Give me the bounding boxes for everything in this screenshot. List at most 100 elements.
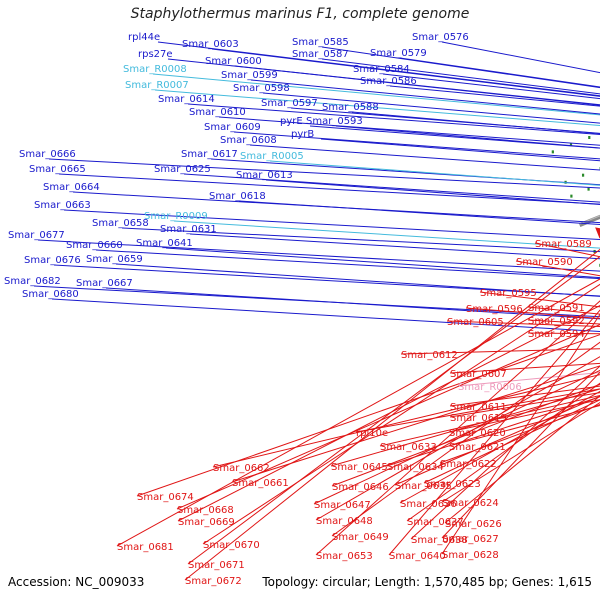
reverse-leader-line [410,365,600,540]
forward-gene-label: Smar_0631 [160,224,217,235]
forward-leader-line [95,249,600,280]
forward-gene-label: rps27e [138,49,173,60]
reverse-gene-label: Smar_0605 [447,317,504,328]
reverse-gene-glyph [595,227,600,239]
map-title: Staphylothermus marinus F1, complete gen… [130,6,470,22]
ring-dot [587,187,590,191]
forward-gene-label: Smar_0609 [204,122,261,133]
gene-labels: Smar_0576 Smar_0585 Smar_0579 Smar_0587 Smar… [4,32,592,587]
ring-dot [569,142,573,146]
forward-leader-line [210,158,600,186]
reverse-gene-label: Smar_0674 [137,492,194,503]
reverse-gene-label: Smar_0648 [316,516,373,527]
reverse-gene-label: Smar_0626 [445,519,502,530]
reverse-gene-label: Smar_0649 [332,532,389,543]
reverse-gene-label: Smar_0592 [528,316,585,327]
reverse-gene-label: Smar_0670 [203,540,260,551]
reverse-gene-label: Smar_0646 [332,482,389,493]
reverse-leader-line [394,395,600,486]
forward-leader-line [72,191,600,224]
ring-dot [581,173,585,177]
reverse-leader-line [187,255,600,565]
forward-leader-line [173,220,600,249]
forward-leader-line [105,287,600,320]
forward-gene-label: rpl44e [128,32,160,43]
forward-leader-line [335,125,600,149]
forward-gene-label: Smar_0613 [236,170,293,181]
forward-leader-line [238,200,600,225]
reverse-leader-line [313,369,600,505]
reverse-gene-label: Smar_0595 [480,288,537,299]
reverse-gene-label: Smar_0633 [380,442,437,453]
forward-leader-line [265,179,600,205]
forward-gene-label: Smar_R0009 [144,211,208,222]
forward-leader-line [48,158,600,189]
reverse-gene-label: Smar_0619 [450,413,507,424]
forward-gene-label: Smar_0579 [370,48,427,59]
forward-gene-label: Smar_0586 [360,76,417,87]
forward-gene-label: Smar_R0005 [240,151,304,162]
reverse-gene-label: Smar_0634 [387,462,444,473]
feature-tracks [551,136,600,267]
reverse-gene-label: Smar_0611 [450,402,507,413]
reverse-gene-label: rpl10e [356,428,388,439]
forward-leader-line [399,57,600,88]
forward-gene-label: Smar_0677 [8,230,65,241]
reverse-leader-line [449,392,600,418]
forward-leader-line [165,247,600,279]
reverse-gene-label: Smar_0591 [528,303,585,314]
reverse-leader-line [202,283,600,545]
reverse-gene-label: Smar_0623 [424,479,481,490]
reverse-gene-label: Smar_0645 [331,462,388,473]
forward-leader-line [389,85,600,107]
forward-gene-label: pyrB [291,129,314,140]
forward-leader-line [211,48,600,97]
forward-leader-line [189,233,600,260]
forward-gene-label: Smar_0593 [306,116,363,127]
reverse-gene-label: Smar_0647 [314,500,371,511]
forward-gene-label: Smar_0667 [76,278,133,289]
forward-gene-label: Smar_0588 [322,102,379,113]
reverse-gene-label: Smar_0672 [185,576,242,587]
forward-gene-label: Smar_0610 [189,107,246,118]
forward-leader-line [233,131,600,160]
forward-gene-label: Smar_0659 [86,254,143,265]
forward-leader-line [121,227,600,253]
reverse-leader-line [355,388,600,433]
reverse-leader-line [184,248,600,581]
reverse-leader-line [386,396,600,467]
reverse-leader-line [177,305,600,522]
forward-leader-line [183,173,600,203]
forward-gene-label: Smar_R0007 [125,80,189,91]
accession-text: Accession: NC_009033 [8,575,145,589]
forward-gene-label: Smar_0658 [92,218,149,229]
forward-gene-label: Smar_0603 [182,39,239,50]
forward-leader-line [154,89,600,126]
reverse-gene-label: Smar_0589 [535,239,592,250]
forward-leader-line [249,144,600,171]
reverse-gene-label: Smar_0681 [117,542,174,553]
reverse-gene-label: Smar_0668 [177,505,234,516]
reverse-leader-line [315,300,600,556]
forward-gene-label: Smar_0576 [412,32,469,43]
forward-gene-label: Smar_0617 [181,149,238,160]
reverse-leader-line [441,371,600,539]
forward-gene-label: Smar_0597 [261,98,318,109]
reverse-leader-line [406,382,600,522]
reverse-gene-label: Smar_0671 [188,560,245,571]
forward-gene-label: Smar_0599 [221,70,278,81]
forward-gene-label: Smar_0625 [154,164,211,175]
forward-leader-line [187,103,600,135]
reverse-gene-label: Smar_0628 [442,550,499,561]
reverse-gene-label: Smar_0627 [442,534,499,545]
forward-leader-line [58,173,600,205]
reverse-gene-label: Smar_0661 [232,478,289,489]
reverse-gene-label: Smar_0594 [528,329,585,340]
forward-leader-line [152,73,600,116]
reverse-gene-label: Smar_0669 [178,517,235,528]
forward-leader-line [234,65,600,106]
reverse-gene-label: Smar_0612 [401,350,458,361]
forward-gene-label: Smar_0587 [292,49,349,60]
reverse-gene-label: Smar_0637 [407,517,464,528]
